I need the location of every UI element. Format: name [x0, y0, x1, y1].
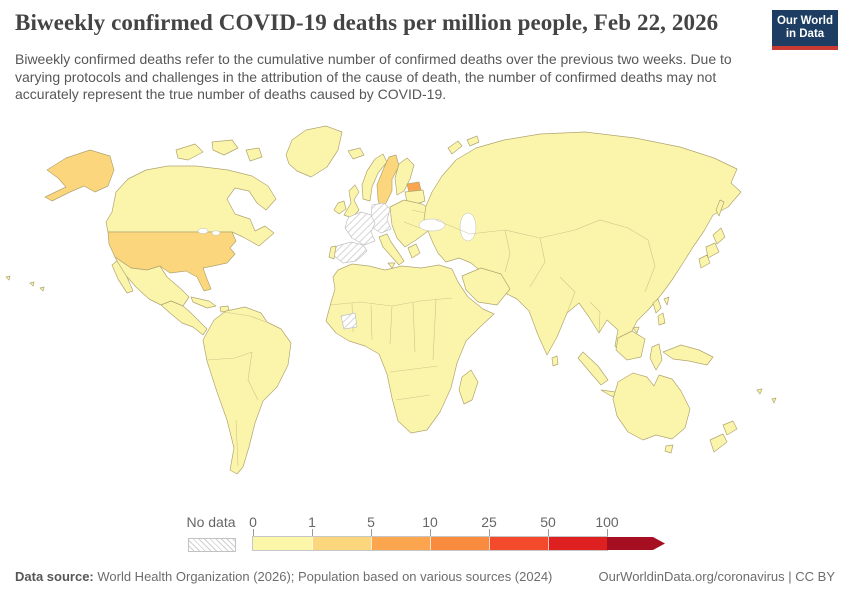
country-alaska[interactable] — [44, 149, 115, 202]
country-portugal[interactable] — [328, 245, 337, 260]
legend-tickmark — [253, 529, 254, 538]
legend-tickmark — [489, 529, 490, 538]
lake-great-lakes-2 — [211, 230, 221, 236]
legend-tickmark — [607, 529, 608, 538]
sea-black-sea — [418, 218, 446, 232]
country-iceland[interactable] — [347, 147, 365, 160]
legend-tick-50: 50 — [540, 514, 556, 530]
region-south-america[interactable] — [202, 306, 292, 475]
country-baja-peninsula[interactable] — [111, 260, 134, 294]
sea-caspian-sea — [459, 212, 477, 242]
data-source-text: World Health Organization (2026); Popula… — [93, 569, 553, 584]
legend-tick-1: 1 — [308, 514, 316, 530]
country-japan[interactable] — [698, 227, 726, 269]
legend-color-bar — [253, 537, 607, 550]
chart-subtitle: Biweekly confirmed deaths refer to the c… — [15, 51, 732, 102]
region-africa[interactable] — [325, 263, 495, 434]
country-ireland[interactable] — [333, 200, 347, 215]
islands-novaya-zemlya[interactable] — [447, 135, 480, 155]
legend-tick-25: 25 — [481, 514, 497, 530]
country-new-guinea[interactable] — [662, 344, 714, 366]
country-greenland[interactable] — [285, 125, 343, 178]
borders-asia — [435, 219, 656, 334]
country-italy[interactable] — [378, 233, 405, 266]
owid-logo-line1: Our World — [776, 15, 833, 27]
country-mexico[interactable] — [114, 256, 190, 307]
legend-bin-1-5[interactable] — [312, 537, 371, 550]
country-new-zealand[interactable] — [709, 420, 738, 453]
legend-tickmark — [371, 529, 372, 538]
borders-south-america — [206, 311, 267, 467]
region-central-america[interactable] — [160, 300, 208, 336]
owid-logo-line2: in Data — [785, 28, 825, 40]
owid-logo[interactable]: Our World in Data — [772, 10, 838, 50]
islands-hawaii[interactable] — [5, 275, 45, 292]
data-source-line: Data source: World Health Organization (… — [15, 569, 552, 584]
attribution-link[interactable]: OurWorldinData.org/coronavirus | CC BY — [598, 569, 835, 584]
legend-bin-10-25[interactable] — [430, 537, 489, 550]
country-australia[interactable] — [612, 372, 691, 441]
legend-tickmark — [312, 529, 313, 538]
country-united-kingdom[interactable] — [343, 184, 360, 219]
country-norway[interactable] — [361, 153, 388, 202]
country-sicily[interactable] — [387, 262, 396, 269]
country-sulawesi[interactable] — [649, 343, 663, 371]
country-cote-divoire[interactable] — [340, 312, 358, 330]
country-sumatra[interactable] — [577, 351, 609, 386]
country-canada[interactable] — [105, 165, 277, 247]
country-sri-lanka[interactable] — [551, 355, 559, 367]
legend-bin-100-plus[interactable] — [607, 537, 665, 550]
country-canada-arctic-islands[interactable] — [175, 139, 263, 162]
page-title: Biweekly confirmed COVID-19 deaths per m… — [15, 10, 719, 35]
owid-logo-box: Our World in Data — [772, 10, 838, 46]
country-greece[interactable] — [407, 243, 421, 259]
country-taiwan[interactable] — [663, 296, 670, 306]
country-cuba[interactable] — [190, 296, 217, 309]
country-germany[interactable] — [370, 202, 392, 234]
legend-no-data-swatch[interactable] — [188, 538, 236, 552]
region-arabia[interactable] — [461, 267, 511, 306]
legend-tickmark — [548, 529, 549, 538]
legend-tick-10: 10 — [422, 514, 438, 530]
lake-great-lakes-1 — [197, 228, 209, 234]
country-tasmania[interactable] — [664, 444, 674, 454]
legend-tick-0: 0 — [249, 514, 257, 530]
country-philippines[interactable] — [652, 298, 666, 326]
owid-logo-stripe — [772, 46, 838, 50]
legend-bin-50-100[interactable] — [548, 537, 607, 550]
legend-tick-100: 100 — [595, 514, 619, 530]
country-borneo[interactable] — [615, 330, 646, 361]
country-finland[interactable] — [394, 157, 415, 196]
country-spain[interactable] — [332, 241, 368, 264]
islands-pacific[interactable] — [756, 388, 777, 404]
legend-bin-25-50[interactable] — [489, 537, 548, 550]
legend-bin-0-1[interactable] — [253, 537, 312, 550]
country-sakhalin[interactable] — [715, 199, 725, 217]
data-source-label: Data source: — [15, 569, 94, 584]
legend-no-data-label: No data — [186, 514, 236, 530]
country-madagascar[interactable] — [458, 369, 479, 405]
country-hainan[interactable] — [632, 326, 640, 334]
country-france[interactable] — [344, 211, 376, 246]
legend-tick-5: 5 — [367, 514, 375, 530]
legend-tickmark — [430, 529, 431, 538]
legend-bin-5-10[interactable] — [371, 537, 430, 550]
